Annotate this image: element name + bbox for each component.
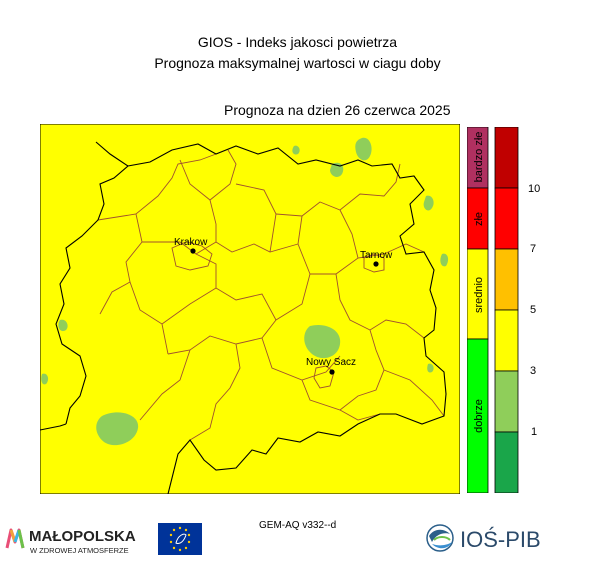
voivodeship-border [55,143,447,494]
scale-band-moderate [494,248,519,311]
model-credit: GEM-AQ v332--d [259,520,337,531]
nowy-sacz-outline [313,365,335,389]
good-quality-patches [41,137,449,446]
patch-south-west [96,412,139,446]
index-bar [494,127,519,493]
krakow-outline [171,241,213,271]
forecast-date: Prognoza na dzien 26 czerwca 2025 [224,102,451,118]
category-label-average: srednio [473,277,485,313]
city-label-nowy-sacz: Nowy Sacz [306,357,356,368]
svg-text:IOŚ-PIB: IOŚ-PIB [460,527,541,552]
tarnow-marker [373,261,379,267]
title-line-2: Prognoza maksymalnej wartosci w ciagu do… [154,55,441,71]
scale-ticks: 10 7 5 3 1 [528,127,558,493]
life-leaf-icon [175,533,187,544]
category-bar [467,127,489,493]
nowy-sacz-marker [329,369,335,375]
ios-pib-logo: IOŚ-PIB [426,524,541,552]
svg-text:W ZDROWEJ ATMOSFERZE: W ZDROWEJ ATMOSFERZE [30,546,129,555]
tarnow-outline [363,253,385,273]
ios-swirl-icon [426,524,454,552]
patch-east [440,253,449,267]
tick-3: 3 [530,365,537,377]
tick-1: 1 [531,426,538,438]
patch-west-2 [41,373,49,385]
eu-stars-icon [169,526,191,552]
city-label-krakow: Krakow [174,237,208,248]
category-label-very-bad: bardzo złe [473,132,485,183]
city-markers [190,248,379,375]
tick-10: 10 [528,183,541,195]
malopolska-m-icon [5,528,25,549]
legend: bardzo złe złe srednio dobrze [467,127,519,493]
category-good [467,338,489,493]
patch-north-mid [292,145,300,155]
title-line-1: GIOS - Indeks jakosci powietrza [197,34,398,50]
city-label-tarnow: Tarnow [360,250,393,261]
patch-west-1 [58,319,68,332]
patch-east-2 [427,363,434,373]
scale-band-very-good [494,431,519,493]
scale-band-good [494,370,519,433]
scale-band-bad [494,187,519,250]
patch-nowy-sacz [304,324,341,359]
category-label-bad: złe [473,212,485,226]
boundary-north [95,141,129,167]
patch-north-east-1 [355,137,372,161]
tick-5: 5 [530,304,537,316]
eu-life-logo [158,523,202,555]
air-quality-map: Krakow Tarnow Nowy Sacz [40,124,460,494]
patch-north-east-3 [423,195,434,211]
svg-text:MAŁOPOLSKA: MAŁOPOLSKA [29,528,136,545]
krakow-marker [190,248,196,254]
scale-band-very-bad [494,127,519,189]
category-label-good: dobrze [473,399,485,433]
city-outlines [171,241,385,389]
tick-7: 7 [530,243,537,255]
scale-band-sufficient [494,309,519,372]
county-borders [97,149,445,441]
malopolska-logo: MAŁOPOLSKA W ZDROWEJ ATMOSFERZE [5,528,136,555]
boundary-west [40,423,67,431]
